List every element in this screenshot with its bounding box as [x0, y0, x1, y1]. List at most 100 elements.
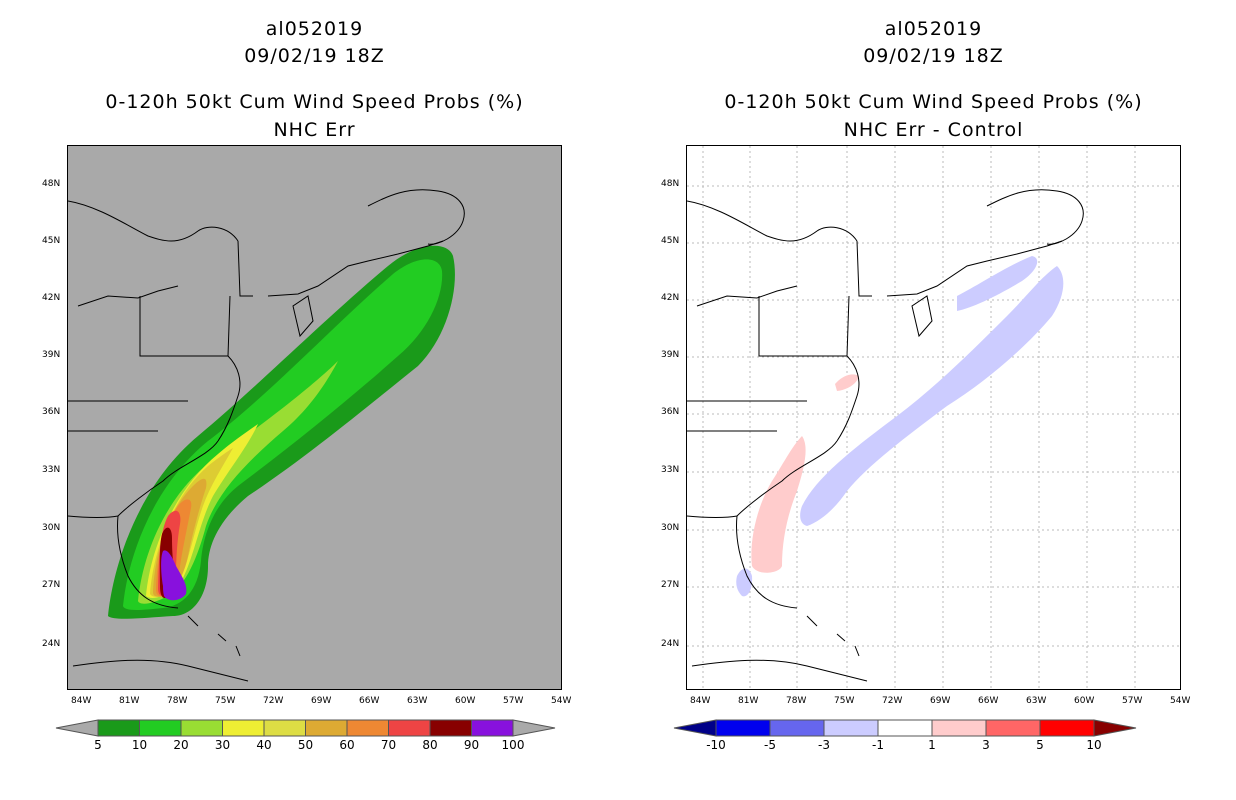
- right-map-panel: [686, 145, 1181, 690]
- colorbar-segment: [305, 719, 348, 737]
- colorbar-segment: [97, 719, 140, 737]
- diff-positive-north: [835, 374, 859, 391]
- colorbar-label: 70: [380, 738, 397, 752]
- colorbar-segment: [263, 719, 306, 737]
- colorbar-segment: [388, 719, 431, 737]
- lat-label: 30N: [42, 523, 61, 533]
- lon-label: 69W: [930, 696, 951, 706]
- colorbar-label: 90: [463, 738, 480, 752]
- colorbar-label: -5: [764, 738, 776, 752]
- lon-label: 78W: [167, 696, 188, 706]
- colorbar-arrow-right: [1093, 719, 1137, 737]
- right-subtitle: NHC Err - Control: [843, 119, 1024, 141]
- lon-label: 66W: [359, 696, 380, 706]
- colorbar-segment: [222, 719, 265, 737]
- right-storm-id: al052019: [884, 18, 983, 40]
- colorbar-label: -1: [872, 738, 884, 752]
- lon-label: 81W: [119, 696, 140, 706]
- lat-label: 42N: [661, 293, 680, 303]
- colorbar-label: 5: [94, 738, 102, 752]
- diff-negative-north: [957, 256, 1038, 311]
- diff-positive-band: [751, 436, 806, 573]
- left-storm-id: al052019: [265, 18, 364, 40]
- lon-label: 69W: [311, 696, 332, 706]
- diff-negative-band: [800, 266, 1064, 526]
- colorbar-label: 10: [131, 738, 148, 752]
- colorbar-segment: [823, 719, 879, 737]
- colorbar-label: 60: [339, 738, 355, 752]
- lat-label: 45N: [42, 236, 61, 246]
- colorbar-label: 3: [982, 738, 990, 752]
- right-datetime: 09/02/19 18Z: [863, 45, 1004, 67]
- left-map-svg: [68, 189, 465, 682]
- colorbar-label: 5: [1036, 738, 1044, 752]
- lat-label: 39N: [42, 350, 61, 360]
- lat-label: 36N: [661, 407, 680, 417]
- grid-lines: [687, 146, 1180, 689]
- colorbar-label: 1: [928, 738, 936, 752]
- colorbar-segment: [471, 719, 514, 737]
- colorbar-segment: [715, 719, 771, 737]
- colorbar-segment: [877, 719, 933, 737]
- colorbar-label: -10: [706, 738, 726, 752]
- lon-label: 60W: [1074, 696, 1095, 706]
- lat-label: 42N: [42, 293, 61, 303]
- left-product-title: 0-120h 50kt Cum Wind Speed Probs (%): [105, 91, 524, 113]
- colorbar-segment: [429, 719, 472, 737]
- lat-label: 33N: [42, 465, 61, 475]
- lat-label: 48N: [42, 179, 61, 189]
- lat-label: 24N: [661, 639, 680, 649]
- lon-label: 72W: [882, 696, 903, 706]
- colorbar-label: 10: [1086, 738, 1102, 752]
- lon-label: 78W: [786, 696, 807, 706]
- right-product-title: 0-120h 50kt Cum Wind Speed Probs (%): [724, 91, 1143, 113]
- lat-label: 39N: [661, 350, 680, 360]
- colorbar-label: 80: [422, 738, 438, 752]
- lon-label: 84W: [690, 696, 711, 706]
- colorbar-segment: [139, 719, 182, 737]
- lon-label: 81W: [738, 696, 759, 706]
- colorbar-segment: [180, 719, 223, 737]
- lon-label: 63W: [1026, 696, 1047, 706]
- diff-negative-south: [736, 568, 753, 597]
- colorbar-segment: [985, 719, 1041, 737]
- colorbar-label: -3: [818, 738, 830, 752]
- colorbar-segment: [931, 719, 987, 737]
- colorbar-label: 100: [501, 738, 525, 752]
- lon-label: 57W: [503, 696, 524, 706]
- colorbar-label: 50: [297, 738, 314, 752]
- colorbar-arrow-right: [512, 719, 556, 737]
- colorbar-segment: [769, 719, 825, 737]
- lat-label: 36N: [42, 407, 61, 417]
- lon-label: 66W: [978, 696, 999, 706]
- lon-label: 75W: [215, 696, 236, 706]
- lon-label: 84W: [71, 696, 92, 706]
- lat-label: 48N: [661, 179, 680, 189]
- lat-label: 27N: [661, 580, 680, 590]
- colorbar-segment: [346, 719, 389, 737]
- lat-label: 27N: [42, 580, 61, 590]
- lat-label: 30N: [661, 523, 680, 533]
- colorbar-arrow-left: [673, 719, 717, 737]
- colorbar-label: 20: [173, 738, 189, 752]
- lon-label: 75W: [834, 696, 855, 706]
- lon-label: 63W: [407, 696, 428, 706]
- lon-label: 54W: [551, 696, 572, 706]
- lat-label: 45N: [661, 236, 680, 246]
- right-colorbar: [673, 719, 1137, 737]
- colorbar-label: 40: [256, 738, 272, 752]
- right-map-svg: [687, 146, 1180, 689]
- colorbar-label: 30: [214, 738, 231, 752]
- lon-label: 60W: [455, 696, 476, 706]
- colorbar-segment: [1039, 719, 1095, 737]
- swath-90: [161, 550, 187, 601]
- left-map-panel: [67, 145, 562, 690]
- lat-label: 24N: [42, 639, 61, 649]
- left-datetime: 09/02/19 18Z: [244, 45, 385, 67]
- colorbar-arrow-left: [55, 719, 99, 737]
- left-colorbar: [55, 719, 556, 737]
- lon-label: 54W: [1170, 696, 1191, 706]
- lat-label: 33N: [661, 465, 680, 475]
- lon-label: 57W: [1122, 696, 1143, 706]
- left-subtitle: NHC Err: [273, 119, 356, 141]
